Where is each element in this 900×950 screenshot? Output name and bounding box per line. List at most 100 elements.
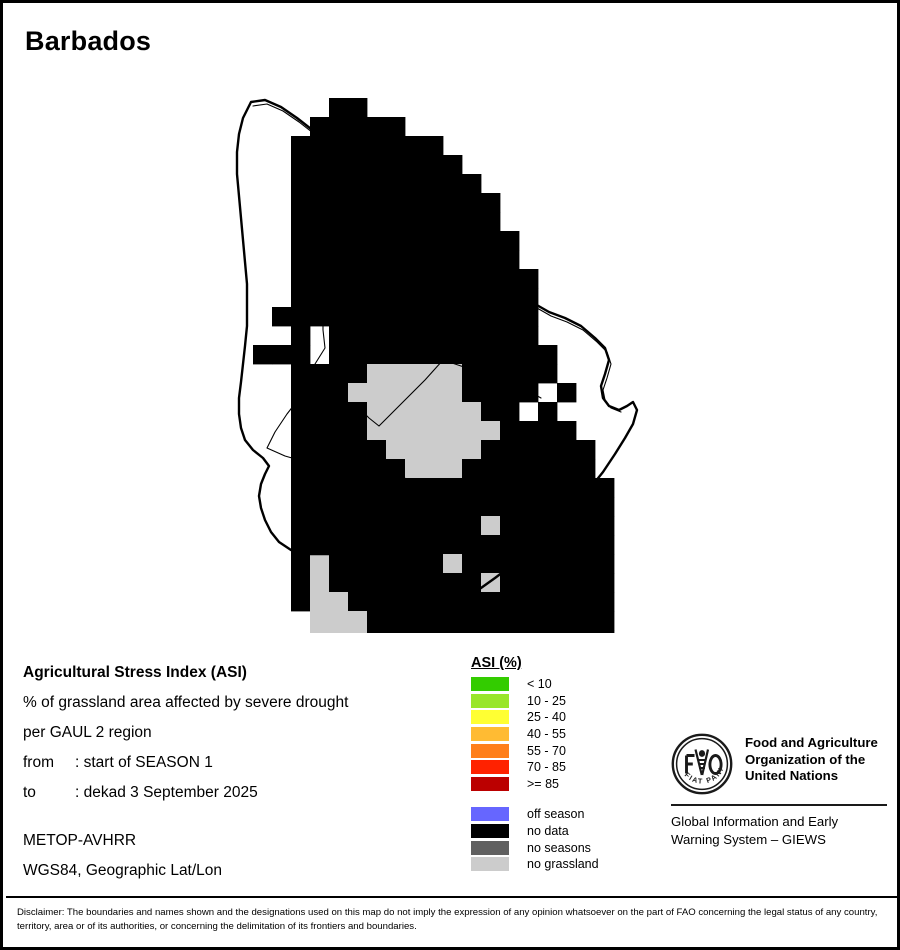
- asi-raster-cell: [443, 174, 463, 194]
- asi-raster-cell: [386, 478, 406, 498]
- country-outline: [235, 98, 639, 598]
- legend-special-row[interactable]: no seasons: [471, 839, 651, 856]
- fao-wheat-emblem-svg: FIAT PANIS: [668, 726, 733, 795]
- legend-special-row[interactable]: no data: [471, 823, 651, 840]
- asi-raster-cell: [443, 402, 463, 422]
- asi-raster-cell: [481, 288, 501, 308]
- asi-raster-layer: [253, 98, 615, 633]
- asi-raster-cell: [386, 326, 406, 346]
- asi-raster-cell: [424, 231, 444, 251]
- asi-raster-cell: [481, 611, 501, 631]
- asi-raster-cell: [424, 535, 444, 555]
- asi-raster-cell: [348, 478, 368, 498]
- legend-class-swatch: [471, 677, 509, 692]
- asi-raster-cell: [310, 630, 330, 633]
- asi-raster-cell: [500, 611, 520, 631]
- asi-raster-cell: [557, 592, 577, 612]
- asi-raster-cell: [443, 592, 463, 612]
- asi-raster-cell: [462, 478, 482, 498]
- asi-raster-cell: [462, 459, 482, 479]
- legend-special-row[interactable]: no grassland: [471, 856, 651, 873]
- asi-raster-cell: [367, 421, 387, 441]
- asi-raster-cell: [291, 592, 311, 612]
- asi-raster-cell: [405, 402, 425, 422]
- asi-raster-cell: [424, 459, 444, 479]
- asi-raster-cell: [500, 478, 520, 498]
- asi-raster-cell: [424, 516, 444, 536]
- asi-raster-cell: [443, 307, 463, 327]
- legend-special-label: no grassland: [527, 857, 599, 872]
- asi-raster-cell: [481, 630, 501, 633]
- asi-raster-cell: [538, 364, 558, 384]
- asi-raster-cell: [424, 269, 444, 289]
- legend-class-row[interactable]: 40 - 55: [471, 726, 651, 743]
- asi-raster-cell: [595, 516, 615, 536]
- asi-raster-cell: [519, 421, 539, 441]
- asi-raster-cell: [462, 554, 482, 574]
- legend-class-row[interactable]: 55 - 70: [471, 742, 651, 759]
- asi-raster-cell: [500, 269, 520, 289]
- asi-raster-cell: [386, 231, 406, 251]
- asi-raster-cell: [443, 231, 463, 251]
- asi-raster-cell: [348, 630, 368, 633]
- asi-raster-cell: [386, 212, 406, 232]
- legend-special-row[interactable]: off season: [471, 806, 651, 823]
- legend-class-row[interactable]: 70 - 85: [471, 759, 651, 776]
- asi-raster-cell: [519, 307, 539, 327]
- asi-raster-cell: [405, 535, 425, 555]
- asi-raster-cell: [519, 326, 539, 346]
- asi-raster-cell: [329, 250, 349, 270]
- asi-raster-cell: [481, 554, 501, 574]
- asi-raster-cell: [367, 136, 387, 156]
- legend-special-label: no seasons: [527, 840, 591, 855]
- asi-raster-cell: [424, 497, 444, 517]
- asi-raster-cell: [310, 478, 330, 498]
- disclaimer-divider: [6, 896, 897, 898]
- legend: ASI (%) < 10 10 - 25 25 - 40 40 - 55 55 - 70…: [471, 655, 651, 873]
- asi-raster-cell: [424, 345, 444, 365]
- asi-raster-cell: [500, 440, 520, 460]
- asi-raster-cell: [329, 288, 349, 308]
- asi-raster-cell: [348, 516, 368, 536]
- legend-class-row[interactable]: >= 85: [471, 776, 651, 793]
- asi-raster-cell: [443, 440, 463, 460]
- asi-raster-cell: [329, 269, 349, 289]
- asi-raster-cell: [329, 193, 349, 213]
- asi-raster-cell: [443, 288, 463, 308]
- asi-raster-cell: [538, 459, 558, 479]
- info-projection: WGS84, Geographic Lat/Lon: [23, 862, 223, 879]
- asi-raster-cell: [291, 516, 311, 536]
- legend-special-label: no data: [527, 824, 569, 839]
- asi-raster-cell: [367, 155, 387, 175]
- asi-raster-cell: [424, 478, 444, 498]
- legend-class-row[interactable]: < 10: [471, 676, 651, 693]
- legend-class-row[interactable]: 25 - 40: [471, 709, 651, 726]
- asi-raster-cell: [291, 288, 311, 308]
- asi-raster-cell: [462, 288, 482, 308]
- from-label: from: [23, 754, 54, 771]
- asi-raster-cell: [310, 174, 330, 194]
- asi-raster-cell: [291, 573, 311, 593]
- asi-raster-cell: [386, 497, 406, 517]
- asi-raster-cell: [329, 421, 349, 441]
- asi-raster-cell: [386, 307, 406, 327]
- asi-raster-cell: [329, 535, 349, 555]
- map-canvas[interactable]: [3, 73, 897, 633]
- asi-raster-cell: [310, 364, 330, 384]
- asi-raster-cell: [386, 421, 406, 441]
- asi-raster-cell: [367, 307, 387, 327]
- asi-raster-cell: [443, 421, 463, 441]
- asi-raster-cell: [557, 516, 577, 536]
- legend-class-label: 70 - 85: [527, 760, 566, 775]
- asi-raster-cell: [424, 383, 444, 403]
- asi-raster-cell: [329, 364, 349, 384]
- asi-raster-cell: [481, 440, 501, 460]
- asi-raster-cell: [329, 516, 349, 536]
- asi-raster-cell: [481, 326, 501, 346]
- legend-class-row[interactable]: 10 - 25: [471, 693, 651, 710]
- fao-name-line-2: Organization of the: [745, 751, 866, 767]
- asi-raster-cell: [348, 288, 368, 308]
- asi-raster-cell: [462, 269, 482, 289]
- asi-raster-cell: [405, 250, 425, 270]
- asi-raster-cell: [462, 326, 482, 346]
